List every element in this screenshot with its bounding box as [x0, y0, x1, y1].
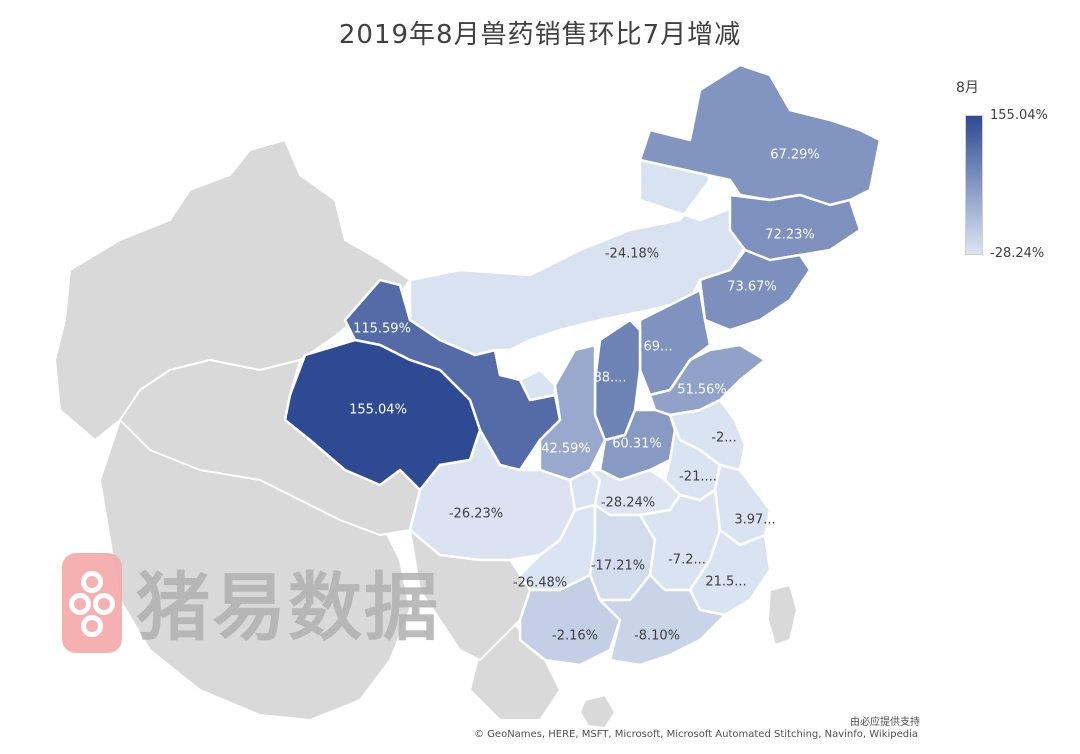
map-credit-provider: 由必应提供支持 — [850, 717, 920, 728]
legend-max-label: 155.04% — [990, 108, 1048, 123]
region-hainan — [579, 694, 616, 729]
legend-min-label: -28.24% — [990, 246, 1045, 261]
region-label-sichuan: -26.23% — [449, 507, 503, 522]
region-label-jiangsu: -2... — [711, 431, 736, 446]
region-label-hebei: 69... — [644, 340, 673, 355]
region-guangxi — [518, 573, 622, 667]
region-label-guangdong: -8.10% — [634, 629, 680, 644]
region-label-zhejiang: 3.97... — [734, 513, 775, 528]
region-taiwan — [767, 584, 798, 646]
map-credit-attribution: © GeoNames, HERE, MSFT, Microsoft, Micro… — [474, 729, 919, 740]
legend-color-scale — [965, 115, 983, 255]
region-label-heilongjiang: 67.29% — [770, 148, 820, 163]
region-label-inner-mongolia: -24.18% — [605, 247, 659, 262]
region-label-jiangxi: -7.2... — [668, 553, 706, 568]
region-liaoning — [698, 248, 812, 332]
region-label-liaoning: 73.67% — [727, 280, 777, 295]
region-label-hunan: -17.21% — [591, 559, 645, 574]
map-title: 2019年8月兽药销售环比7月增减 — [338, 20, 742, 50]
region-label-henan: 60.31% — [612, 437, 662, 452]
region-shaanxi — [538, 343, 607, 482]
region-label-guizhou: -26.48% — [513, 576, 567, 591]
region-label-guangxi: -2.16% — [552, 629, 598, 644]
watermark-text: 猪易数据 — [136, 565, 440, 651]
region-hebei — [638, 288, 712, 397]
region-label-hubei: -28.24% — [601, 496, 655, 511]
region-guangdong — [598, 573, 727, 667]
watermark: 猪易数据 — [62, 548, 438, 658]
region-jilin — [728, 193, 862, 262]
region-label-anhui: -21.... — [679, 470, 717, 485]
region-label-qinghai: 155.04% — [349, 403, 407, 418]
region-label-jilin: 72.23% — [765, 228, 815, 243]
legend-title: 8月 — [956, 80, 979, 96]
region-label-shandong: 51.56% — [677, 383, 727, 398]
region-label-fujian: 21.5... — [705, 575, 746, 590]
region-label-gansu: 115.59% — [353, 322, 411, 337]
region-label-shaanxi: 42.59% — [541, 442, 591, 457]
watermark-logo-icon — [62, 553, 122, 653]
region-label-shanxi: 88.... — [593, 371, 626, 386]
